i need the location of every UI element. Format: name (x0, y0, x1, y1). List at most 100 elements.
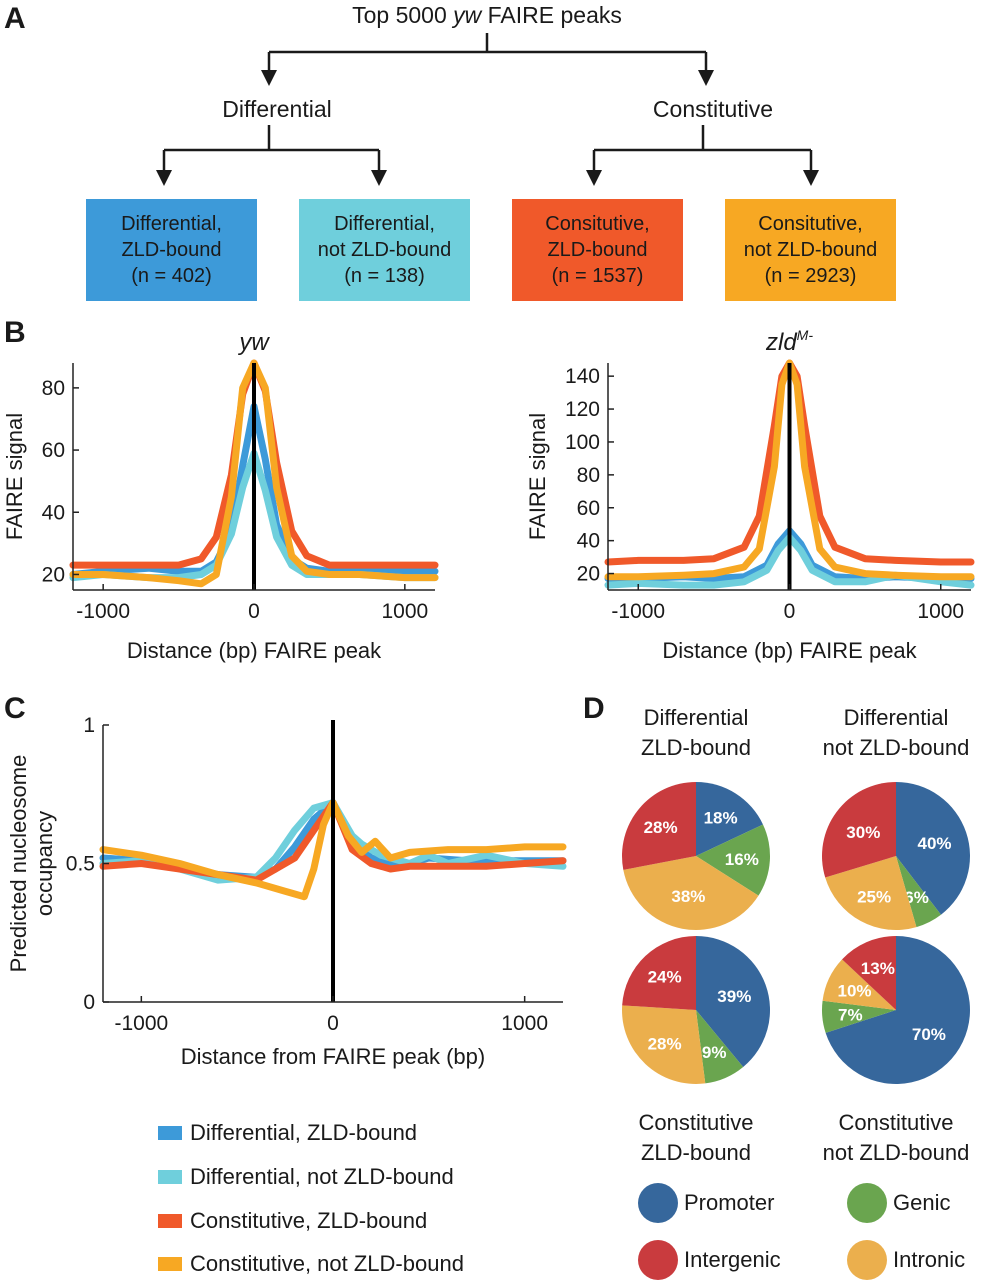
category-label: Genic (893, 1190, 951, 1215)
box-line: (n = 2923) (764, 265, 857, 287)
pie-title-line: Constitutive (638, 1110, 754, 1135)
pie-slice-label: 6% (904, 888, 929, 907)
category-item: Genic (847, 1183, 950, 1223)
tree-connectors (156, 33, 819, 186)
x-tick-label: -1000 (114, 1012, 168, 1035)
category-item: Promoter (638, 1183, 774, 1223)
pie-slice-label: 10% (837, 982, 871, 1001)
pie-slice (622, 936, 696, 1010)
pie-title-line: ZLD-bound (640, 735, 752, 760)
pie-slice (822, 782, 896, 878)
pie-slice (622, 1005, 706, 1085)
pie-slice (896, 856, 941, 928)
tree-root-prefix: Top 5000 (352, 2, 454, 28)
pie-slice-label: 28% (648, 1034, 682, 1053)
pie-title-line: not ZLD-bound (822, 735, 970, 760)
pie-slice (696, 782, 763, 856)
category-label: Intronic (893, 1247, 966, 1272)
tree-root-suffix: FAIRE peaks (481, 2, 622, 28)
y-tick-label: 60 (577, 497, 600, 520)
pie-title: Constitutive ZLD-bound (639, 1108, 754, 1168)
pie-slice-label: 18% (704, 808, 738, 827)
pie-title-line: Differential (843, 705, 949, 730)
x-tick-label: -1000 (611, 600, 665, 623)
pie-slice-label: 7% (838, 1005, 863, 1024)
pie-slice-label: 39% (717, 987, 751, 1006)
tree-root-italic: yw (453, 2, 482, 28)
pie-slice (621, 782, 696, 870)
pie-slice (896, 782, 971, 915)
pie-title-line: Differential (643, 705, 749, 730)
pie-differential-not-zld: 40% 6% 25% 30% (822, 782, 971, 931)
group-box-constitutive-zld: Consitutive, ZLD-bound (n = 1537) (512, 199, 683, 301)
pie-slice-label: 9% (702, 1043, 727, 1062)
x-tick-label: 1000 (917, 600, 964, 623)
pie-slice-label: 70% (912, 1025, 946, 1044)
chart-zld: -1000 0 1000 20 40 60 80 100 120 140 Distance (bp)… (525, 327, 975, 663)
x-tick-label: 0 (248, 600, 260, 623)
box-line: ZLD-bound (121, 239, 222, 261)
category-item: Intergenic (638, 1240, 781, 1280)
pie-charts: 18% 16% 38% 28% 40% 6% 25% 30% 39% 9% 28% 24% 70%… (621, 782, 971, 1085)
x-tick-label: -1000 (76, 600, 130, 623)
pie-slice (623, 856, 759, 931)
box-line: (n = 1537) (551, 265, 644, 287)
panel-letter-a: A (4, 2, 26, 35)
y-tick-label: 100 (565, 431, 600, 454)
intronic-dot-icon (847, 1240, 887, 1280)
x-axis-label: Distance from FAIRE peak (bp) (181, 1044, 485, 1069)
legend-swatch (158, 1214, 182, 1228)
chart-title-main: zld (765, 329, 797, 356)
pie-slice-label: 40% (917, 834, 951, 853)
chart-nucleosome-occupancy: -1000 0 1000 0 0.5 1 Distance from FAIRE peak … (6, 714, 567, 1069)
pie-title: Differential not ZLD-bound (823, 703, 970, 763)
legend-label: Differential, ZLD-bound (190, 1120, 418, 1145)
pie-title: Constitutive not ZLD-bound (823, 1108, 970, 1168)
pie-slice-label: 16% (725, 850, 759, 869)
group-box-differential-zld: Differential, ZLD-bound (n = 402) (86, 199, 257, 301)
y-tick-label: 60 (42, 439, 65, 462)
box-line: not ZLD-bound (743, 239, 878, 261)
legend-item: Differential, ZLD-bound (158, 1118, 417, 1148)
group-box-differential-not-zld: Differential, not ZLD-bound (n = 138) (299, 199, 470, 301)
panel-letter-b: B (4, 316, 26, 349)
box-line: (n = 138) (344, 265, 425, 287)
pie-slice (821, 1000, 896, 1033)
box-line: Differential, (334, 213, 435, 235)
pie-title: Differential ZLD-bound (641, 703, 751, 763)
chart-title: zldM- (765, 327, 813, 356)
legend-swatch (158, 1126, 182, 1140)
tree-node-constitutive: Constitutive (652, 96, 774, 122)
x-tick-label: 1000 (501, 1012, 548, 1035)
pie-constitutive-zld: 39% 9% 28% 24% (622, 936, 771, 1085)
legend-label: Constitutive, ZLD-bound (190, 1208, 428, 1233)
y-axis-label: FAIRE signal (525, 413, 550, 540)
y-tick-label: 0.5 (66, 853, 95, 876)
y-tick-label: 80 (577, 464, 600, 487)
pie-title-line: ZLD-bound (640, 1140, 752, 1165)
pie-slice-label: 24% (648, 968, 682, 987)
tree-root-label: Top 5000 yw FAIRE peaks (352, 2, 622, 29)
legend-item: Constitutive, ZLD-bound (158, 1206, 427, 1236)
box-line: Differential, (121, 213, 222, 235)
pie-slice (842, 936, 896, 1010)
pie-title-line: Constitutive (838, 1110, 954, 1135)
pie-slice (696, 824, 771, 896)
y-tick-label: 140 (565, 365, 600, 388)
pie-title-line: not ZLD-bound (822, 1140, 970, 1165)
box-line: ZLD-bound (547, 239, 648, 261)
pie-slice (696, 936, 771, 1068)
tree-node-differential: Differential (222, 96, 332, 122)
chart-title-main: yw (237, 329, 270, 356)
y-tick-label: 0 (83, 991, 95, 1014)
y-tick-label: 20 (42, 563, 65, 586)
legend-label: Differential, not ZLD-bound (190, 1164, 454, 1189)
genic-dot-icon (847, 1183, 887, 1223)
legend-swatch (158, 1170, 182, 1184)
legend-item: Constitutive, not ZLD-bound (158, 1249, 464, 1279)
box-line: Consitutive, (545, 213, 650, 235)
box-line: Consitutive, (758, 213, 863, 235)
y-axis-label: FAIRE signal (2, 413, 27, 540)
pie-slice (825, 856, 917, 931)
